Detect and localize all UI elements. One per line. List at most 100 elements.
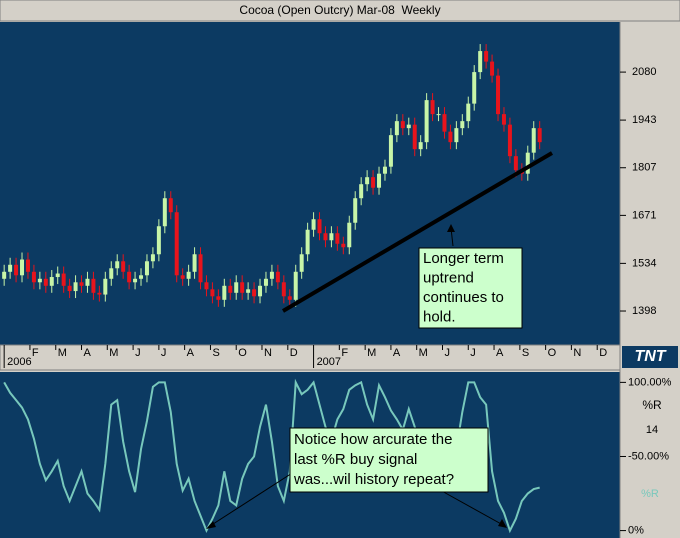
indicator-period: 14 xyxy=(646,424,658,436)
candle-body xyxy=(49,277,54,286)
arrow xyxy=(209,467,301,527)
x-tick-label: O xyxy=(548,347,557,359)
annotation-text: last %R buy signal xyxy=(294,451,417,468)
candle-body xyxy=(109,268,114,279)
x-tick-label: S xyxy=(522,347,529,359)
x-tick-label: A xyxy=(187,347,195,359)
candle-body xyxy=(133,278,138,283)
candle-body xyxy=(144,261,149,276)
x-tick-label: A xyxy=(496,347,504,359)
candle-body xyxy=(287,296,292,300)
candle-body xyxy=(79,282,84,286)
y-tick-label: 1671 xyxy=(632,209,656,221)
arrow-head xyxy=(206,521,216,529)
candle-body xyxy=(347,222,352,248)
candle-body xyxy=(275,271,280,283)
candle-body xyxy=(168,198,173,213)
y-tick-label: 1807 xyxy=(632,162,656,174)
candle-body xyxy=(454,128,459,143)
candle-body xyxy=(127,271,132,283)
candle-body xyxy=(97,292,102,295)
candle-body xyxy=(400,121,405,129)
x-tick-label: F xyxy=(32,347,39,359)
year-label: 2006 xyxy=(7,356,31,368)
y-tick-label: 1534 xyxy=(632,257,656,269)
legend-label: %R xyxy=(641,488,659,500)
arrow-head xyxy=(498,519,507,528)
candle-body xyxy=(311,219,316,230)
x-tick-label: N xyxy=(573,347,581,359)
candle-body xyxy=(115,261,120,269)
candle-body xyxy=(234,282,239,293)
candle-body xyxy=(246,289,251,293)
candle-body xyxy=(484,51,489,62)
candle-body xyxy=(180,275,185,279)
annotation-text: Notice how arcurate the xyxy=(294,431,452,448)
candle-body xyxy=(478,51,483,73)
trend-line xyxy=(281,151,554,313)
candle-body xyxy=(156,226,161,255)
candle-body xyxy=(139,275,144,279)
candle-body xyxy=(14,264,19,276)
candle-body xyxy=(466,103,471,122)
x-tick-label: M xyxy=(419,347,428,359)
candle-body xyxy=(305,229,310,255)
candle-body xyxy=(204,282,209,290)
candle-body xyxy=(501,114,506,125)
candle-body xyxy=(31,271,36,283)
candle-body xyxy=(150,254,155,262)
x-tick-label: S xyxy=(212,347,219,359)
candle-body xyxy=(496,75,501,115)
y-tick-label: 100.00% xyxy=(628,376,672,388)
candle-body xyxy=(394,121,399,136)
x-tick-label: M xyxy=(367,347,376,359)
candle-body xyxy=(329,233,334,241)
candle-body xyxy=(323,233,328,241)
x-tick-label: N xyxy=(264,347,272,359)
candle-body xyxy=(531,128,536,153)
x-tick-label: D xyxy=(290,347,298,359)
candle-body xyxy=(472,72,477,104)
candle-body xyxy=(513,156,518,171)
candle-body xyxy=(430,100,435,115)
candle-body xyxy=(490,61,495,76)
note-box xyxy=(289,427,489,493)
candle-body xyxy=(424,100,429,143)
candle-body xyxy=(192,254,197,272)
candle-body xyxy=(263,278,268,286)
x-tick-label: J xyxy=(470,347,476,359)
candle-body xyxy=(293,271,298,300)
annotation-text: uptrend xyxy=(423,269,474,286)
candle-body xyxy=(341,243,346,248)
candle-body xyxy=(37,278,42,283)
x-tick-label: J xyxy=(445,347,451,359)
x-tick-label: M xyxy=(58,347,67,359)
candle-body xyxy=(335,233,340,244)
x-tick-label: D xyxy=(599,347,607,359)
candle-body xyxy=(67,285,72,292)
logo: TNT xyxy=(634,348,666,365)
candle-body xyxy=(8,264,13,272)
candle-body xyxy=(198,254,203,283)
y-tick-label: 1398 xyxy=(632,305,656,317)
candle-body xyxy=(222,285,227,300)
candle-body xyxy=(507,124,512,157)
y-tick-label: 0% xyxy=(628,524,644,536)
candle-body xyxy=(210,289,215,297)
candle-body xyxy=(371,177,376,188)
candle-body xyxy=(436,114,441,116)
candle-body xyxy=(281,282,286,297)
candle-body xyxy=(388,135,393,167)
candle-body xyxy=(269,271,274,279)
candle-body xyxy=(25,259,30,272)
candle-body xyxy=(537,128,542,143)
candle-body xyxy=(460,121,465,129)
x-tick-label: M xyxy=(109,347,118,359)
candle-body xyxy=(43,278,48,286)
candle-body xyxy=(85,278,90,286)
x-tick-label: F xyxy=(341,347,348,359)
candle-body xyxy=(382,166,387,174)
candle-body xyxy=(359,184,364,199)
candle-body xyxy=(252,289,257,297)
